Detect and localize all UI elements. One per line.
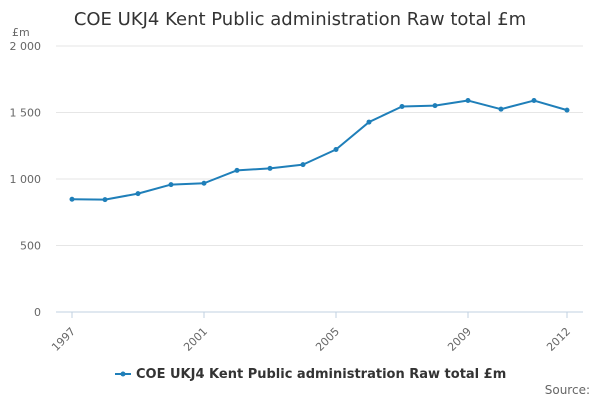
y-tick-label: 500: [20, 240, 41, 253]
y-axis-unit: £m: [12, 26, 30, 39]
x-tick-label: 2009: [445, 325, 474, 354]
x-axis-ticks: 1997 2001 2005 2009 2012: [49, 312, 573, 354]
data-point[interactable]: [399, 104, 405, 110]
source-label: Source:: [545, 383, 590, 397]
legend[interactable]: COE UKJ4 Kent Public administration Raw …: [115, 367, 506, 382]
gridlines: [56, 45, 583, 246]
legend-label[interactable]: COE UKJ4 Kent Public administration Raw …: [136, 367, 506, 382]
data-point[interactable]: [135, 191, 141, 197]
series-layer: [69, 98, 570, 203]
y-axis-ticks: 0 500 1 000 1 500 2 000: [10, 40, 42, 319]
data-point[interactable]: [366, 119, 372, 125]
data-point[interactable]: [168, 182, 174, 188]
series-line: [71, 99, 568, 201]
data-point[interactable]: [531, 98, 537, 104]
data-point[interactable]: [333, 146, 339, 152]
x-tick-label: 1997: [49, 325, 78, 354]
data-point[interactable]: [300, 162, 306, 168]
x-tick-label: 2005: [313, 325, 342, 354]
data-point[interactable]: [432, 103, 438, 109]
data-point[interactable]: [234, 167, 240, 173]
data-point[interactable]: [498, 106, 504, 112]
data-point[interactable]: [201, 180, 207, 186]
legend-point-marker: [120, 371, 126, 377]
data-point[interactable]: [267, 165, 273, 171]
y-tick-label: 1 000: [10, 173, 42, 186]
chart-title: COE UKJ4 Kent Public administration Raw …: [74, 9, 526, 30]
y-tick-label: 1 500: [10, 107, 42, 120]
data-point[interactable]: [69, 196, 75, 202]
y-tick-label: 2 000: [10, 40, 42, 53]
data-point[interactable]: [564, 107, 570, 113]
x-tick-label: 2001: [181, 325, 210, 354]
y-tick-label: 0: [34, 306, 41, 319]
x-tick-label: 2012: [544, 325, 573, 354]
data-point[interactable]: [102, 197, 108, 203]
data-point[interactable]: [465, 98, 471, 104]
